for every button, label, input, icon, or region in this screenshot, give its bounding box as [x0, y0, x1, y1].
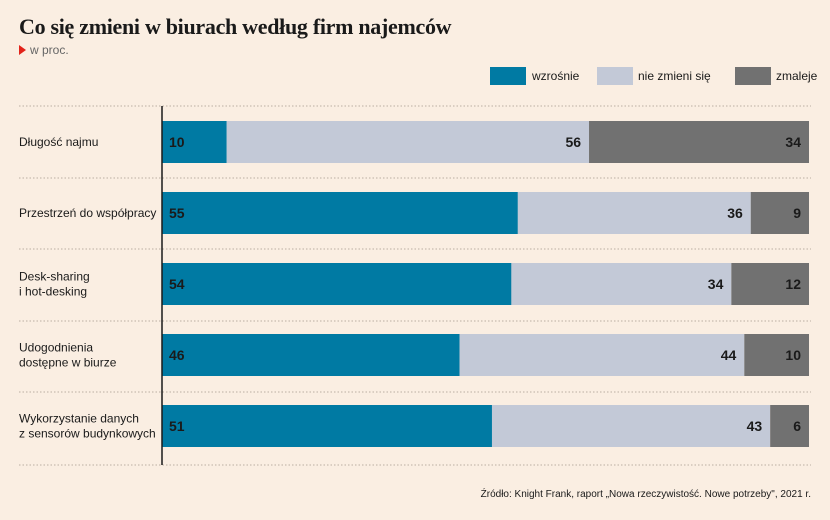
- category-label-line: z sensorów budynkowych: [19, 427, 156, 441]
- bar-value-label: 10: [169, 134, 185, 150]
- legend-label: zmaleje: [776, 69, 818, 83]
- category-label-line: i hot-desking: [19, 285, 87, 299]
- category-label: Desk-sharing i hot-desking: [19, 270, 90, 299]
- category-label: Długość najmu: [19, 135, 98, 149]
- subtitle-row: w proc.: [19, 43, 69, 57]
- bar-value-label: 12: [785, 276, 801, 292]
- bar-segment: [459, 334, 745, 376]
- category-label-line: dostępne w biurze: [19, 356, 117, 370]
- chart-subtitle: w proc.: [30, 43, 69, 57]
- bar-segment: [162, 334, 460, 376]
- bar-value-label: 56: [565, 134, 581, 150]
- legend-label: nie zmieni się: [638, 69, 711, 83]
- legend-swatch: [735, 67, 771, 85]
- bar-segment: [750, 192, 809, 234]
- chart-title: Co się zmieni w biurach według firm naje…: [19, 14, 452, 39]
- category-label-line: Przestrzeń do współpracy: [19, 206, 156, 220]
- legend-label: wzrośnie: [532, 69, 580, 83]
- bar-segment: [517, 192, 751, 234]
- bar-value-label: 54: [169, 276, 185, 292]
- bar-value-label: 44: [721, 347, 737, 363]
- bar-segment: [731, 263, 809, 305]
- bar-segment: [744, 334, 809, 376]
- legend-swatch: [490, 67, 526, 85]
- bar-value-label: 55: [169, 205, 185, 221]
- category-label-line: Udogodnienia: [19, 341, 93, 355]
- bar-value-label: 10: [785, 347, 801, 363]
- bar-value-label: 51: [169, 418, 185, 434]
- legend: wzrośnie nie zmieni się zmaleje: [0, 67, 830, 87]
- bar-value-label: 34: [785, 134, 801, 150]
- bar-value-label: 9: [793, 205, 801, 221]
- category-label-line: Długość najmu: [19, 135, 98, 149]
- bar-segment: [226, 121, 590, 163]
- category-label-line: Wykorzystanie danych: [19, 412, 139, 426]
- category-label: Przestrzeń do współpracy: [19, 206, 156, 220]
- bar-segment: [162, 121, 227, 163]
- bar-value-label: 34: [708, 276, 724, 292]
- red-triangle-icon: [19, 45, 26, 55]
- category-label: Udogodnienia dostępne w biurze: [19, 341, 117, 370]
- bar-segment: [511, 263, 732, 305]
- bar-segment: [162, 192, 518, 234]
- bar-value-label: 46: [169, 347, 185, 363]
- bar-segment: [162, 405, 492, 447]
- category-label: Wykorzystanie danych z sensorów budynkowy…: [19, 412, 156, 441]
- bar-segment: [589, 121, 809, 163]
- bar-segment: [162, 263, 512, 305]
- category-label-line: Desk-sharing: [19, 270, 90, 284]
- bar-value-label: 6: [793, 418, 801, 434]
- bar-value-label: 36: [727, 205, 743, 221]
- bar-segment: [491, 405, 771, 447]
- bar-value-label: 43: [747, 418, 763, 434]
- bar-segment: [770, 405, 809, 447]
- legend-swatch: [597, 67, 633, 85]
- source-note: Źródło: Knight Frank, raport „Nowa rzecz…: [480, 489, 811, 500]
